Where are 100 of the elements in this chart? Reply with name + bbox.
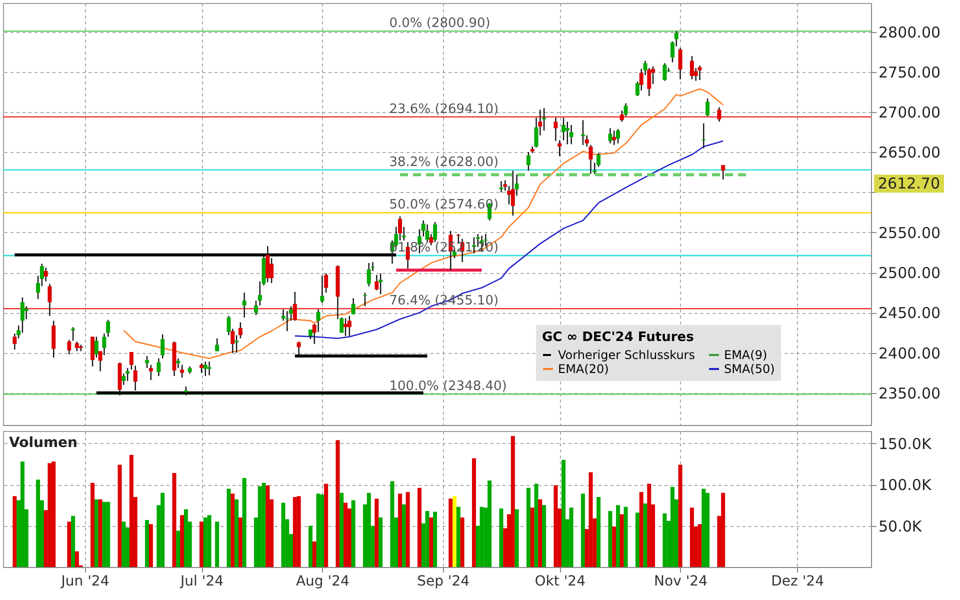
bar	[12, 496, 17, 567]
bar	[215, 522, 220, 567]
candlestick	[721, 164, 726, 180]
candlestick	[180, 364, 184, 378]
chart-title: Volumen	[9, 435, 78, 451]
candlestick	[129, 351, 134, 370]
candlestick	[44, 267, 48, 282]
bar	[488, 480, 492, 567]
candlestick	[706, 98, 710, 117]
bar	[308, 526, 312, 567]
bar	[530, 508, 534, 567]
bar	[448, 498, 453, 567]
bar	[510, 436, 515, 567]
bar	[670, 487, 674, 567]
ref-line-label: 100.0% (2348.40)	[389, 379, 507, 394]
bar	[635, 512, 640, 567]
bar	[102, 502, 106, 567]
bar	[340, 492, 344, 567]
bar	[176, 530, 180, 567]
bar	[690, 508, 694, 567]
candlestick	[48, 283, 52, 316]
candlestick	[52, 320, 56, 358]
bar	[351, 500, 356, 567]
bar	[647, 484, 652, 567]
bar	[366, 492, 371, 567]
bar	[184, 509, 188, 567]
bar	[324, 484, 328, 567]
bar	[145, 520, 150, 567]
bar	[624, 506, 628, 567]
y-tick-label: 2550.00	[878, 224, 941, 242]
candlestick	[292, 291, 297, 322]
bar	[608, 510, 612, 567]
bar	[588, 472, 593, 567]
x-tick-label: Nov '24	[654, 574, 708, 590]
candlestick	[526, 152, 530, 172]
bar	[417, 488, 422, 567]
candlestick	[24, 306, 28, 320]
x-tick-label: Jun '24	[60, 574, 110, 590]
candlestick	[510, 170, 515, 216]
candlestick	[74, 340, 79, 352]
bar	[292, 496, 297, 567]
candlestick	[678, 47, 682, 80]
candlestick	[507, 185, 512, 205]
bar	[620, 514, 624, 567]
y-tick-label: 100.0K	[878, 476, 932, 494]
bar	[643, 504, 648, 567]
bar	[374, 498, 379, 567]
candlestick	[145, 355, 150, 369]
y-tick-label: 2350.00	[878, 384, 941, 402]
bar	[118, 464, 122, 567]
legend-label: SMA(50)	[724, 362, 775, 376]
candlestick	[207, 361, 212, 376]
candlestick	[608, 128, 612, 144]
bar	[94, 499, 98, 567]
bar	[344, 502, 348, 567]
candlestick	[67, 339, 72, 355]
legend-title: GC ∞ DEC'24 Futures	[542, 330, 694, 345]
candlestick	[126, 367, 130, 382]
text: 2612.70	[878, 174, 940, 193]
bar	[662, 513, 667, 567]
candlestick	[612, 130, 616, 146]
candlestick	[238, 322, 242, 339]
bar	[200, 522, 204, 567]
x-tick-label: Aug '24	[296, 574, 350, 590]
candlestick	[351, 298, 356, 315]
bar	[702, 488, 706, 567]
bar	[569, 508, 574, 567]
candlestick	[569, 124, 574, 145]
bar	[52, 461, 56, 567]
bar	[296, 496, 301, 567]
bar	[534, 484, 538, 567]
candlestick	[347, 315, 352, 337]
candlestick	[234, 334, 239, 354]
bar	[542, 505, 546, 567]
candlestick	[499, 180, 504, 193]
bar	[538, 499, 542, 567]
bar	[320, 494, 324, 567]
bar	[336, 440, 340, 567]
y-tick-label: 2650.00	[878, 144, 941, 162]
y-tick-label: 2400.00	[878, 344, 941, 362]
candlestick	[156, 358, 161, 377]
candlestick	[374, 274, 379, 291]
candlestick	[254, 300, 258, 316]
bar	[596, 496, 601, 567]
candlestick	[542, 108, 546, 132]
candlestick	[133, 365, 138, 392]
candlestick	[366, 262, 371, 287]
bar	[48, 463, 52, 567]
bar	[74, 551, 79, 567]
candlestick	[200, 362, 204, 374]
bar	[172, 473, 176, 567]
candlestick	[102, 332, 106, 356]
bar	[281, 502, 286, 567]
candlestick	[554, 117, 558, 142]
candlestick	[344, 318, 348, 337]
candlestick	[148, 364, 153, 381]
x-tick-label: Okt '24	[534, 574, 586, 590]
bar	[616, 505, 620, 567]
candlestick	[698, 64, 702, 81]
bar	[160, 492, 165, 567]
